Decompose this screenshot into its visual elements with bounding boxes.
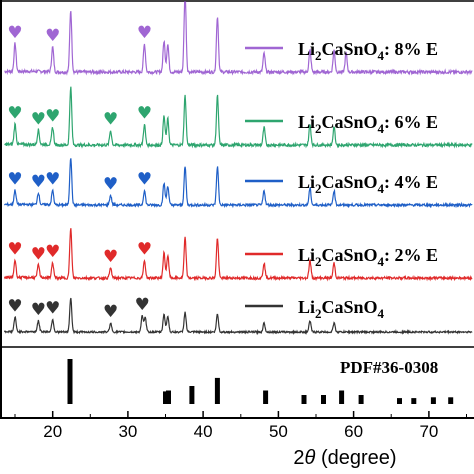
series-3-legend-sub1: 2 [315, 181, 322, 196]
series-4-legend-suffix: : 2% E [384, 245, 438, 265]
series-4-marker-4: ♥ [103, 247, 118, 267]
series-2-legend-base: Li [298, 112, 315, 132]
series-4-group: ♥ ♥ ♥ ♥ ♥ [3, 228, 473, 282]
series-5-marker-4: ♥ [103, 302, 118, 322]
series-5-legend-label: Li2CaSnO4 [298, 297, 385, 321]
series-5-marker-2: ♥ [31, 300, 46, 320]
series-5-legend-sub2: 4 [378, 306, 385, 321]
series-1-legend-suffix: : 8% E [384, 39, 438, 59]
series-2-marker-5: ♥ [137, 104, 152, 124]
series-4-marker-3: ♥ [45, 242, 60, 262]
x-tick-label-50: 50 [269, 422, 288, 441]
series-5-legend-base: Li [298, 297, 315, 317]
x-tick-label-60: 60 [344, 422, 363, 441]
x-tick-label-30: 30 [118, 422, 137, 441]
series-3-group: ♥ ♥ ♥ ♥ ♥ [3, 158, 473, 209]
series-5-marker-5: ♥ [135, 295, 150, 315]
series-4-line [3, 228, 473, 282]
reference-label: PDF#36-0308 [340, 358, 438, 377]
series-layer: ♥ ♥ ♥♥ ♥ ♥ ♥ ♥♥ ♥ ♥ ♥ ♥♥ ♥ ♥ ♥ ♥♥ ♥ ♥ ♥ ♥ [3, 1, 473, 336]
x-axis-title-suffix: (degree) [315, 447, 396, 469]
series-3-marker-3: ♥ [45, 170, 60, 190]
series-1-marker-1: ♥ [7, 23, 22, 43]
x-tick-label-20: 20 [43, 422, 62, 441]
x-axis-title-symbol: θ [305, 447, 316, 469]
series-2-line [4, 86, 473, 149]
series-4-marker-1: ♥ [7, 240, 22, 260]
series-5-legend-sub1: 2 [315, 306, 322, 321]
x-axis-title-prefix: 2 [293, 447, 304, 469]
reference-layer: PDF#36-0308 [67, 358, 454, 404]
series-4-legend-mid: CaSnO [322, 245, 378, 265]
series-4-legend-label: Li2CaSnO4: 2% E [298, 245, 438, 269]
series-1-group: ♥ ♥ ♥ [4, 1, 473, 76]
series-3-line [3, 158, 473, 209]
series-3-marker-1: ♥ [7, 170, 22, 190]
series-1-legend-label: Li2CaSnO4: 8% E [298, 39, 438, 63]
series-3-legend-suffix: : 4% E [384, 172, 438, 192]
series-4-marker-2: ♥ [31, 245, 46, 265]
series-3-legend-sub2: 4 [378, 181, 385, 196]
series-4-legend-sub2: 4 [378, 254, 385, 269]
series-1-marker-2: ♥ [45, 26, 60, 46]
x-tick-label-70: 70 [419, 422, 438, 441]
series-2-marker-1: ♥ [7, 104, 22, 124]
series-1-line [4, 1, 473, 76]
x-axis-ticks: 20 30 40 50 60 70 [14, 411, 467, 441]
series-1-legend-mid: CaSnO [322, 39, 378, 59]
series-1-legend-sub2: 4 [378, 48, 385, 63]
x-tick-label-40: 40 [194, 422, 213, 441]
series-3-legend-base: Li [298, 172, 315, 192]
series-3-legend-mid: CaSnO [322, 172, 378, 192]
series-2-marker-4: ♥ [103, 110, 118, 130]
plot-frame [0, 0, 474, 419]
series-5-marker-1: ♥ [7, 297, 22, 317]
series-2-legend-sub2: 4 [378, 121, 385, 136]
series-5-legend-mid: CaSnO [322, 297, 378, 317]
series-2-group: ♥ ♥ ♥ ♥ ♥ [4, 86, 473, 149]
series-4-marker-5: ♥ [137, 240, 152, 260]
series-3-marker-5: ♥ [137, 170, 152, 190]
series-5-group: ♥ ♥ ♥ ♥ ♥ [3, 295, 473, 336]
series-1-legend-base: Li [298, 39, 315, 59]
series-4-legend-base: Li [298, 245, 315, 265]
series-2-marker-2: ♥ [31, 110, 46, 130]
series-3-legend-label: Li2CaSnO4: 4% E [298, 172, 438, 196]
series-1-marker-3: ♥ [137, 23, 152, 43]
series-2-marker-3: ♥ [45, 107, 60, 127]
series-5-marker-3: ♥ [45, 298, 60, 318]
x-axis-title: 2θ (degree) [293, 447, 396, 469]
series-5-line [3, 297, 473, 336]
series-4-legend-sub1: 2 [315, 254, 322, 269]
series-3-marker-4: ♥ [103, 174, 118, 194]
series-2-legend-sub1: 2 [315, 121, 322, 136]
series-1-legend-sub1: 2 [315, 48, 322, 63]
series-2-legend-mid: CaSnO [322, 112, 378, 132]
series-2-legend-label: Li2CaSnO4: 6% E [298, 112, 438, 136]
series-3-marker-2: ♥ [31, 172, 46, 192]
series-2-legend-suffix: : 6% E [384, 112, 438, 132]
